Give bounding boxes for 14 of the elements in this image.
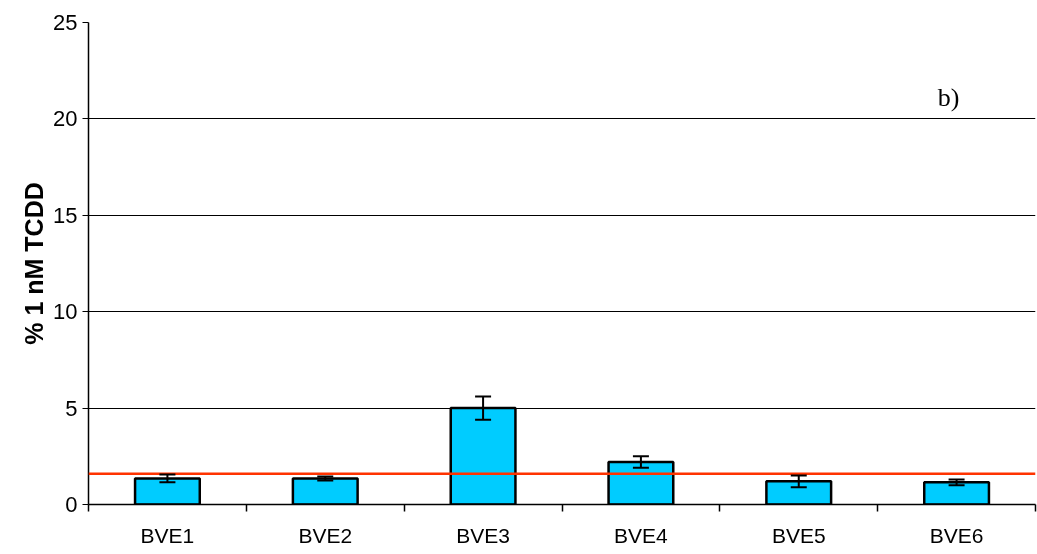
y-tick-label: 15	[53, 202, 78, 228]
x-tick-label: BVE1	[140, 523, 195, 547]
y-tick-label: 5	[65, 395, 78, 421]
y-tick-label: 10	[53, 299, 78, 325]
x-tick-label: BVE5	[771, 523, 826, 547]
y-tick-label: 0	[65, 492, 78, 517]
y-axis-title: % 1 nM TCDD	[20, 182, 49, 345]
x-tick-label: BVE3	[456, 523, 510, 547]
y-tick-label: 20	[53, 106, 78, 132]
x-tick-label: BVE2	[298, 523, 353, 547]
x-tick-label: BVE4	[614, 523, 669, 547]
y-tick-label: 25	[53, 10, 78, 35]
annotation: b)	[937, 82, 960, 112]
x-tick-label: BVE6	[929, 523, 984, 547]
